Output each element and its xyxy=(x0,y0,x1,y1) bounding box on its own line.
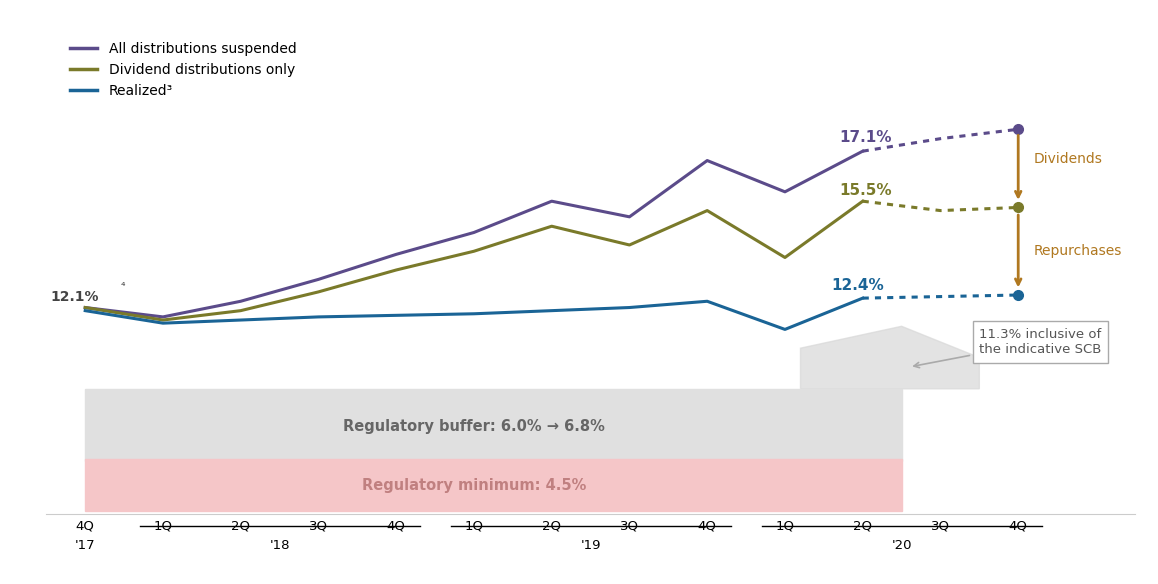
Text: 11.3% inclusive of
the indicative SCB: 11.3% inclusive of the indicative SCB xyxy=(914,328,1101,368)
Text: Repurchases: Repurchases xyxy=(1034,244,1122,258)
Legend: All distributions suspended, Dividend distributions only, Realized³: All distributions suspended, Dividend di… xyxy=(64,36,302,103)
Text: '18: '18 xyxy=(270,539,290,552)
Text: '19: '19 xyxy=(580,539,601,552)
Bar xyxy=(86,459,902,511)
Text: ⁴: ⁴ xyxy=(120,282,125,292)
Text: 17.1%: 17.1% xyxy=(840,130,892,145)
Text: Regulatory minimum: 4.5%: Regulatory minimum: 4.5% xyxy=(361,478,586,493)
Bar xyxy=(86,389,902,461)
Text: 12.1%: 12.1% xyxy=(50,290,98,304)
Text: '17: '17 xyxy=(75,539,95,552)
Text: 12.4%: 12.4% xyxy=(831,279,885,293)
Polygon shape xyxy=(800,326,980,389)
Text: '20: '20 xyxy=(892,539,911,552)
Text: 15.5%: 15.5% xyxy=(840,183,892,198)
Text: Dividends: Dividends xyxy=(1034,152,1102,166)
Text: Regulatory buffer: 6.0% → 6.8%: Regulatory buffer: 6.0% → 6.8% xyxy=(343,419,604,434)
